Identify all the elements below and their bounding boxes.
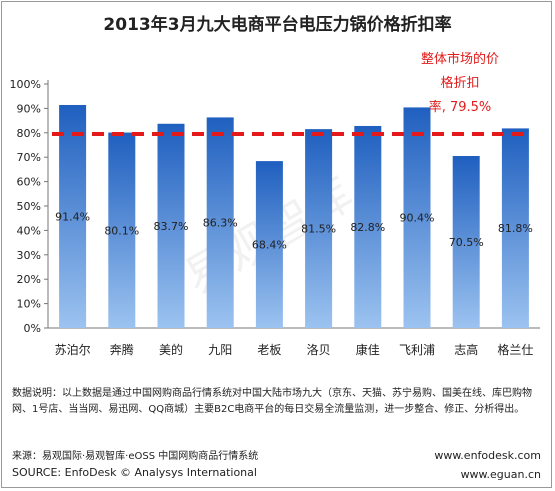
- category-label: 格兰仕: [497, 342, 533, 357]
- category-label: 康佳: [356, 342, 380, 357]
- category-label: 洛贝: [307, 342, 331, 357]
- y-tick-label: 60%: [17, 176, 41, 189]
- y-tick-label: 50%: [17, 200, 41, 213]
- reference-annotation-line-1: 整体市场的价: [420, 52, 499, 67]
- category-label: 奔腾: [110, 342, 134, 357]
- y-tick-label: 0%: [24, 322, 41, 335]
- category-label: 九阳: [208, 343, 232, 357]
- bar: [452, 155, 480, 328]
- value-label: 68.4%: [252, 239, 287, 252]
- category-label: 美的: [159, 342, 183, 357]
- bar: [206, 117, 234, 328]
- y-tick-label: 20%: [17, 273, 41, 286]
- bar: [354, 125, 382, 328]
- bar: [157, 123, 185, 328]
- data-description: 数据说明：以上数据是通过中国网购商品行情系统对中国大陆市场九大（京东、天猫、苏宁…: [12, 388, 532, 415]
- category-label: 飞利浦: [399, 343, 435, 357]
- y-tick-label: 10%: [17, 298, 41, 311]
- y-tick-label: 100%: [10, 78, 41, 91]
- value-label: 70.5%: [449, 236, 484, 249]
- url-enfodesk[interactable]: www.enfodesk.com: [434, 449, 541, 462]
- chart-title: 2013年3月九大电商平台电压力锅价格折扣率: [103, 15, 452, 35]
- value-label: 80.1%: [104, 224, 139, 237]
- url-eguan[interactable]: www.eguan.cn: [460, 468, 541, 481]
- bar: [305, 129, 333, 328]
- bar: [403, 107, 431, 328]
- y-tick-label: 90%: [17, 102, 41, 115]
- value-label: 90.4%: [400, 212, 435, 225]
- bar: [255, 161, 283, 328]
- value-label: 91.4%: [55, 210, 90, 223]
- reference-annotation: 整体市场的价 格折扣 率, 79.5%: [400, 48, 520, 120]
- category-label: 苏泊尔: [55, 342, 91, 357]
- bar: [59, 104, 87, 328]
- y-tick-label: 70%: [17, 151, 41, 164]
- value-label: 86.3%: [203, 217, 238, 230]
- bar: [501, 128, 529, 328]
- category-label: 老板: [257, 343, 281, 357]
- y-tick-label: 80%: [17, 127, 41, 140]
- bar: [108, 132, 136, 328]
- source-cn: 来源：易观国际·易观智库·eOSS 中国网购商品行情系统: [12, 451, 259, 462]
- value-label: 81.5%: [301, 223, 336, 236]
- reference-annotation-line-3: 率, 79.5%: [428, 100, 492, 115]
- reference-annotation-line-2: 格折扣: [440, 76, 480, 91]
- source-en: SOURCE: EnfoDesk © Analysys Internationa…: [12, 466, 257, 479]
- value-label: 83.7%: [154, 220, 189, 233]
- category-label: 志高: [454, 342, 478, 357]
- value-label: 82.8%: [350, 221, 385, 234]
- value-label: 81.8%: [498, 222, 533, 235]
- y-tick-label: 40%: [17, 224, 41, 237]
- y-tick-label: 30%: [17, 249, 41, 262]
